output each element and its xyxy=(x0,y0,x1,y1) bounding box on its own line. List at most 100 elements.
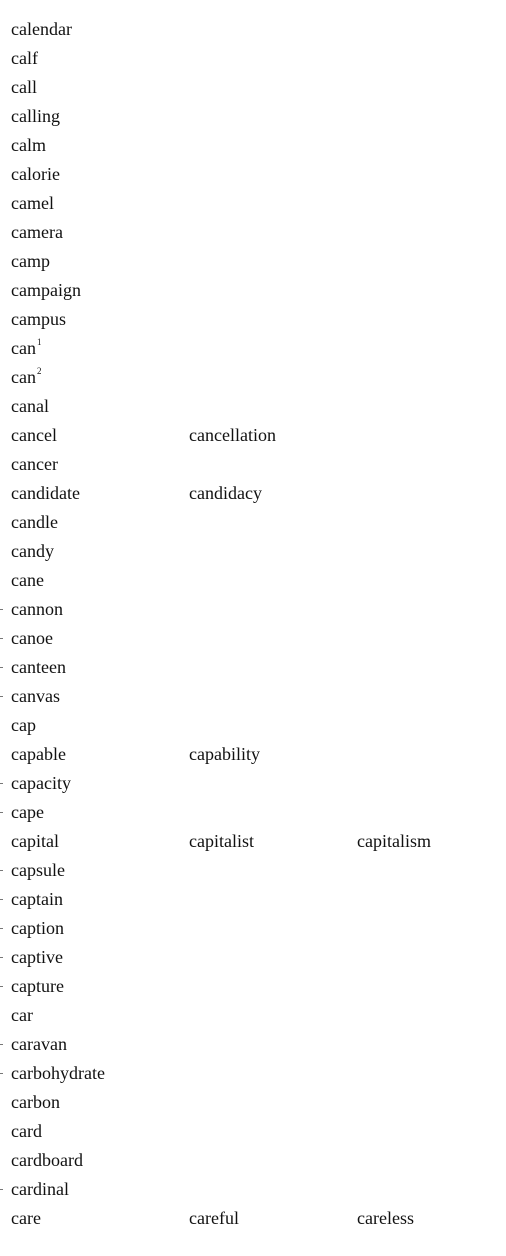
margin-tick-mark xyxy=(0,812,3,813)
word-row: capture xyxy=(0,974,501,1003)
word-row: calling xyxy=(11,104,501,133)
headword-text: call xyxy=(11,77,37,97)
word-row: canteen xyxy=(0,655,501,684)
headword-text: calm xyxy=(11,135,46,155)
word-row: canvas xyxy=(0,684,501,713)
headword: camel xyxy=(11,191,54,215)
margin-tick-mark xyxy=(0,696,3,697)
headword: card xyxy=(11,1119,42,1143)
word-row: cancer xyxy=(11,452,501,481)
word-row: card xyxy=(11,1119,501,1148)
headword-text: candle xyxy=(11,512,58,532)
headword-text: captain xyxy=(11,889,63,909)
word-row: can2 xyxy=(11,365,501,394)
word-row: calf xyxy=(11,46,501,75)
headword-text: canoe xyxy=(11,628,53,648)
word-row: camel xyxy=(11,191,501,220)
headword-text: cane xyxy=(11,570,44,590)
word-row: cardboard xyxy=(11,1148,501,1177)
headword: car xyxy=(11,1003,33,1027)
headword-text: calf xyxy=(11,48,38,68)
headword: calendar xyxy=(11,17,72,41)
headword: caravan xyxy=(11,1032,67,1056)
headword-text: camel xyxy=(11,193,54,213)
related-word: cancellation xyxy=(189,425,276,445)
headword-text: capable xyxy=(11,744,66,764)
headword-text: can xyxy=(11,338,36,358)
headword-text: campaign xyxy=(11,280,81,300)
word-row: camera xyxy=(11,220,501,249)
word-row: cap xyxy=(11,713,501,742)
headword-text: caption xyxy=(11,918,64,938)
headword: candy xyxy=(11,539,54,563)
margin-tick-mark xyxy=(0,928,3,929)
margin-tick-mark xyxy=(0,1189,3,1190)
word-row: cardinal xyxy=(0,1177,501,1206)
headword: campaign xyxy=(11,278,81,302)
headword-text: cardboard xyxy=(11,1150,83,1170)
word-row: caravan xyxy=(0,1032,501,1061)
headword-text: cap xyxy=(11,715,36,735)
headword: candidate xyxy=(11,481,80,505)
margin-tick-mark xyxy=(0,986,3,987)
word-row: campus xyxy=(11,307,501,336)
word-row: cancel cancellation xyxy=(11,423,501,452)
headword-text: calorie xyxy=(11,164,60,184)
word-row: captain xyxy=(0,887,501,916)
headword: can1 xyxy=(11,336,41,360)
headword-text: carbon xyxy=(11,1092,60,1112)
word-row: calendar xyxy=(11,17,501,46)
word-row: candidate candidacy xyxy=(11,481,501,510)
related-word: careful xyxy=(189,1208,239,1228)
headword-text: cape xyxy=(11,802,44,822)
related-word: capitalist xyxy=(189,831,254,851)
headword-text: candidate xyxy=(11,483,80,503)
word-row: carbon xyxy=(11,1090,501,1119)
headword: capture xyxy=(11,974,64,998)
headword: caption xyxy=(11,916,64,940)
word-row: call xyxy=(11,75,501,104)
headword-text: car xyxy=(11,1005,33,1025)
word-row: campaign xyxy=(11,278,501,307)
headword-text: camp xyxy=(11,251,50,271)
sense-number: 1 xyxy=(36,337,42,347)
margin-tick-mark xyxy=(0,783,3,784)
headword: cap xyxy=(11,713,36,737)
headword-text: card xyxy=(11,1121,42,1141)
word-row: care careful careless xyxy=(11,1206,501,1235)
headword-text: campus xyxy=(11,309,66,329)
headword: cancer xyxy=(11,452,58,476)
headword: carbon xyxy=(11,1090,60,1114)
word-row: captive xyxy=(0,945,501,974)
headword-text: calling xyxy=(11,106,60,126)
headword: calm xyxy=(11,133,46,157)
headword: capital xyxy=(11,829,59,853)
headword: can2 xyxy=(11,365,41,389)
headword-text: canal xyxy=(11,396,49,416)
headword: capacity xyxy=(11,771,71,795)
word-row: caption xyxy=(0,916,501,945)
word-row: car xyxy=(11,1003,501,1032)
word-row: capsule xyxy=(0,858,501,887)
margin-tick-mark xyxy=(0,899,3,900)
headword-text: can xyxy=(11,367,36,387)
margin-tick-mark xyxy=(0,638,3,639)
headword-text: canteen xyxy=(11,657,66,677)
word-row: calorie xyxy=(11,162,501,191)
headword: camera xyxy=(11,220,63,244)
headword-text: canvas xyxy=(11,686,60,706)
headword: cane xyxy=(11,568,44,592)
headword: calorie xyxy=(11,162,60,186)
headword: canvas xyxy=(11,684,60,708)
headword: canteen xyxy=(11,655,66,679)
word-row: candy xyxy=(11,539,501,568)
word-row: carbohydrate xyxy=(0,1061,501,1090)
related-word: capability xyxy=(189,744,260,764)
headword: captain xyxy=(11,887,63,911)
headword-text: carbohydrate xyxy=(11,1063,105,1083)
headword: care xyxy=(11,1206,41,1230)
headword: capsule xyxy=(11,858,65,882)
headword: cape xyxy=(11,800,44,824)
related-word: candidacy xyxy=(189,483,262,503)
headword: calling xyxy=(11,104,60,128)
